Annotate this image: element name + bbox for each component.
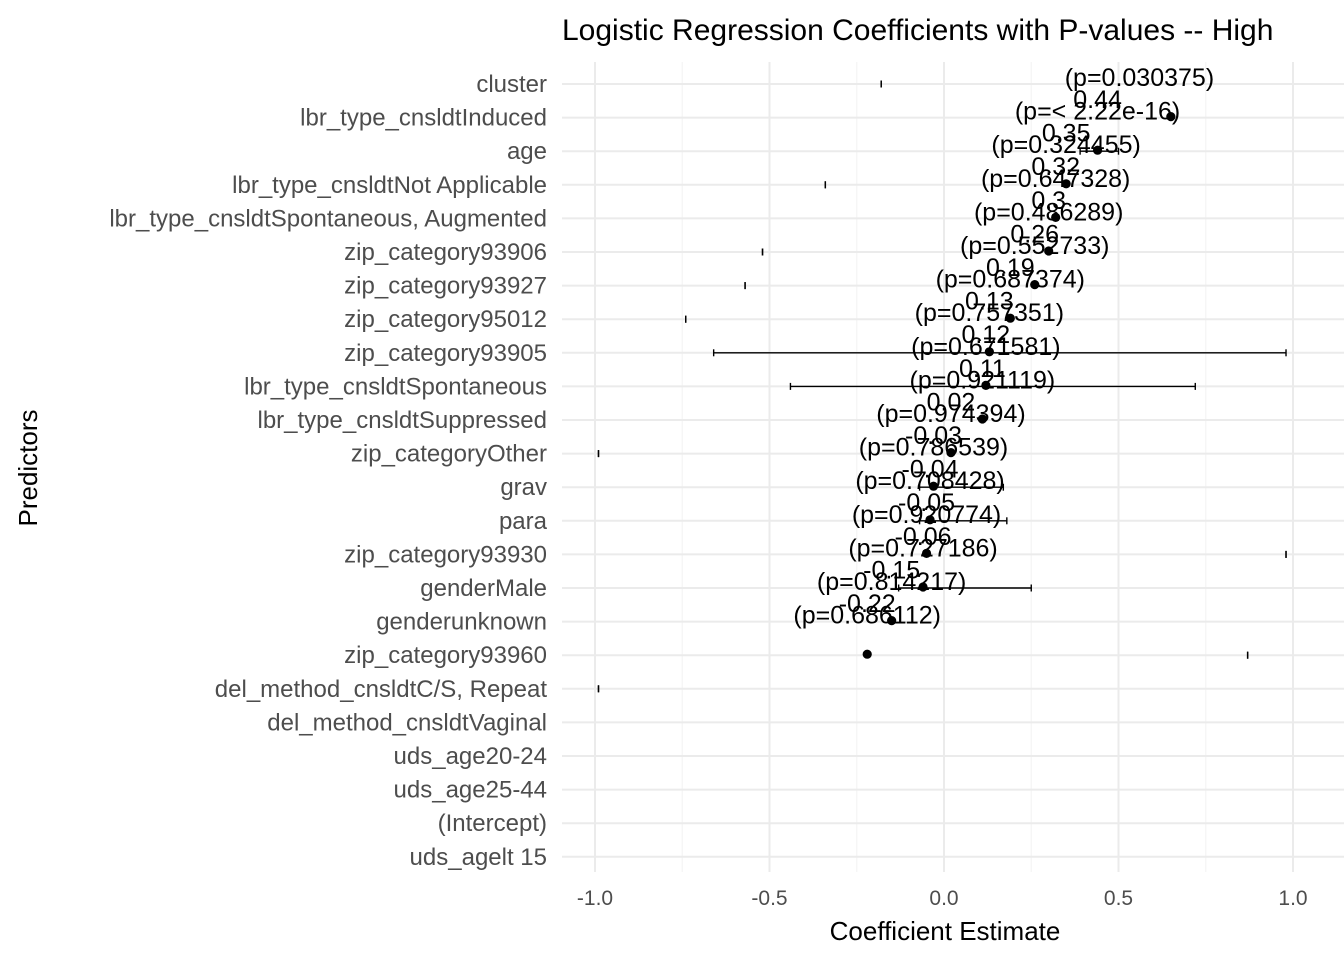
coefficient-point (1092, 145, 1103, 155)
x-axis-tick-labels: -1.0 -0.5 0.0 0.5 1.0 (577, 887, 1308, 910)
y-tick-label: lbr_type_cnsldtSuppressed (257, 407, 547, 434)
y-tick-label: zip_category93960 (344, 642, 547, 669)
p-value-label: (p=0.708428) (855, 467, 1004, 495)
value-labels: (p=0.030375) (p=< 2.22e-16) (p=0.324455) (p… (793, 64, 1214, 630)
estimate-label: 0.11 (959, 355, 1006, 383)
y-tick-label: lbr_type_cnsldtNot Applicable (232, 172, 547, 199)
y-tick-label: genderMale (420, 575, 547, 602)
coefficient-point (981, 380, 991, 390)
estimate-label: 0.02 (927, 388, 976, 416)
y-tick-label: grav (500, 474, 547, 501)
y-tick-label: lbr_type_cnsldtInduced (300, 105, 547, 132)
error-bar (789, 382, 1196, 390)
y-tick-label: zip_category95012 (344, 306, 547, 333)
x-tick-label: 0.0 (929, 887, 958, 910)
coefficient-point (862, 649, 872, 659)
coefficient-point (1005, 313, 1015, 323)
y-tick-label: genderunknown (376, 609, 547, 636)
p-value-label: (p=0.687374) (936, 266, 1085, 294)
estimate-label: -0.05 (898, 489, 955, 517)
y-tick-label: zip_category93906 (344, 239, 547, 266)
y-tick-label: (Intercept) (438, 810, 547, 837)
p-value-label: (p=0.786539) (859, 434, 1008, 462)
p-value-label: (p=0.757351) (915, 299, 1064, 327)
y-tick-label: age (507, 138, 547, 165)
estimate-label: -0.03 (905, 422, 962, 450)
estimate-label: -0.04 (902, 456, 959, 484)
coefficient-point (1044, 246, 1054, 256)
y-tick-label: del_method_cnsldtC/S, Repeat (215, 676, 548, 703)
p-value-label: (p=0.814217) (817, 568, 966, 596)
p-value-label: (p=0.686112) (793, 602, 941, 630)
coefficient-point (977, 414, 987, 424)
y-tick-label: zip_category93927 (344, 273, 547, 300)
coefficient-point (928, 481, 939, 491)
y-tick-label: zip_category93930 (344, 541, 547, 568)
x-tick-label: 1.0 (1278, 887, 1307, 910)
y-tick-label: zip_category93905 (344, 340, 547, 367)
coefficient-point (925, 515, 935, 525)
estimate-label: -0.22 (839, 590, 896, 618)
coefficient-point (921, 548, 932, 559)
p-value-label: (p=< 2.22e-16) (1015, 98, 1180, 126)
estimate-label: 0.35 (1042, 120, 1091, 148)
estimate-label: 0.32 (1031, 153, 1080, 181)
chart-title: Logistic Regression Coefficients with P-… (562, 14, 1273, 47)
estimate-label: -0.15 (863, 556, 920, 584)
p-value-label: (p=0.552733) (960, 232, 1109, 260)
chart-marks (597, 80, 1287, 693)
coefficient-point (1051, 212, 1061, 222)
y-tick-label: zip_categoryOther (351, 441, 547, 468)
coefficient-point (918, 582, 928, 592)
estimate-label: 0.13 (965, 288, 1014, 316)
x-tick-label: -0.5 (751, 887, 787, 910)
p-value-label: (p=0.324455) (991, 131, 1140, 159)
coefficient-point (887, 616, 897, 626)
coefficient-point (984, 347, 994, 357)
estimate-label: -0.06 (895, 523, 952, 551)
p-value-label: (p=0.727186) (848, 534, 997, 562)
y-tick-label: uds_age25-44 (394, 777, 547, 804)
p-value-label: (p=0.921119) (910, 366, 1056, 394)
coefficient-point (946, 448, 956, 458)
estimate-label: 0.19 (986, 254, 1035, 282)
x-tick-label: -1.0 (577, 887, 613, 910)
p-value-label: (p=0.920774) (852, 501, 1001, 529)
y-tick-label: uds_agelt 15 (410, 844, 547, 871)
p-value-label: (p=0.974394) (876, 400, 1025, 428)
coefficient-point (1030, 280, 1040, 290)
y-tick-label: uds_age20-24 (394, 743, 547, 770)
p-value-label: (p=0.030375) (1065, 64, 1214, 92)
y-tick-label: para (499, 508, 548, 535)
y-tick-label: del_method_cnsldtVaginal (267, 709, 547, 736)
estimate-label: 0.12 (962, 321, 1011, 349)
estimate-label: 0.3 (1031, 187, 1066, 215)
coefficient-point (1061, 179, 1071, 189)
x-axis-title: Coefficient Estimate (830, 916, 1061, 946)
y-tick-label: cluster (476, 71, 547, 98)
coefficient-point (1166, 112, 1176, 122)
p-value-label: (p=0.486289) (974, 198, 1123, 226)
p-value-label: (p=0.647328) (981, 165, 1130, 193)
estimate-label: 0.44 (1073, 86, 1122, 114)
y-tick-label: lbr_type_cnsldtSpontaneous, Augmented (109, 205, 547, 232)
p-value-label: (p=0.671581) (911, 333, 1060, 361)
x-tick-label: 0.5 (1104, 887, 1133, 910)
y-axis-title: Predictors (13, 409, 43, 526)
estimate-label: 0.26 (1010, 220, 1059, 248)
y-tick-label: lbr_type_cnsldtSpontaneous (244, 373, 547, 400)
error-bar (712, 349, 1287, 357)
